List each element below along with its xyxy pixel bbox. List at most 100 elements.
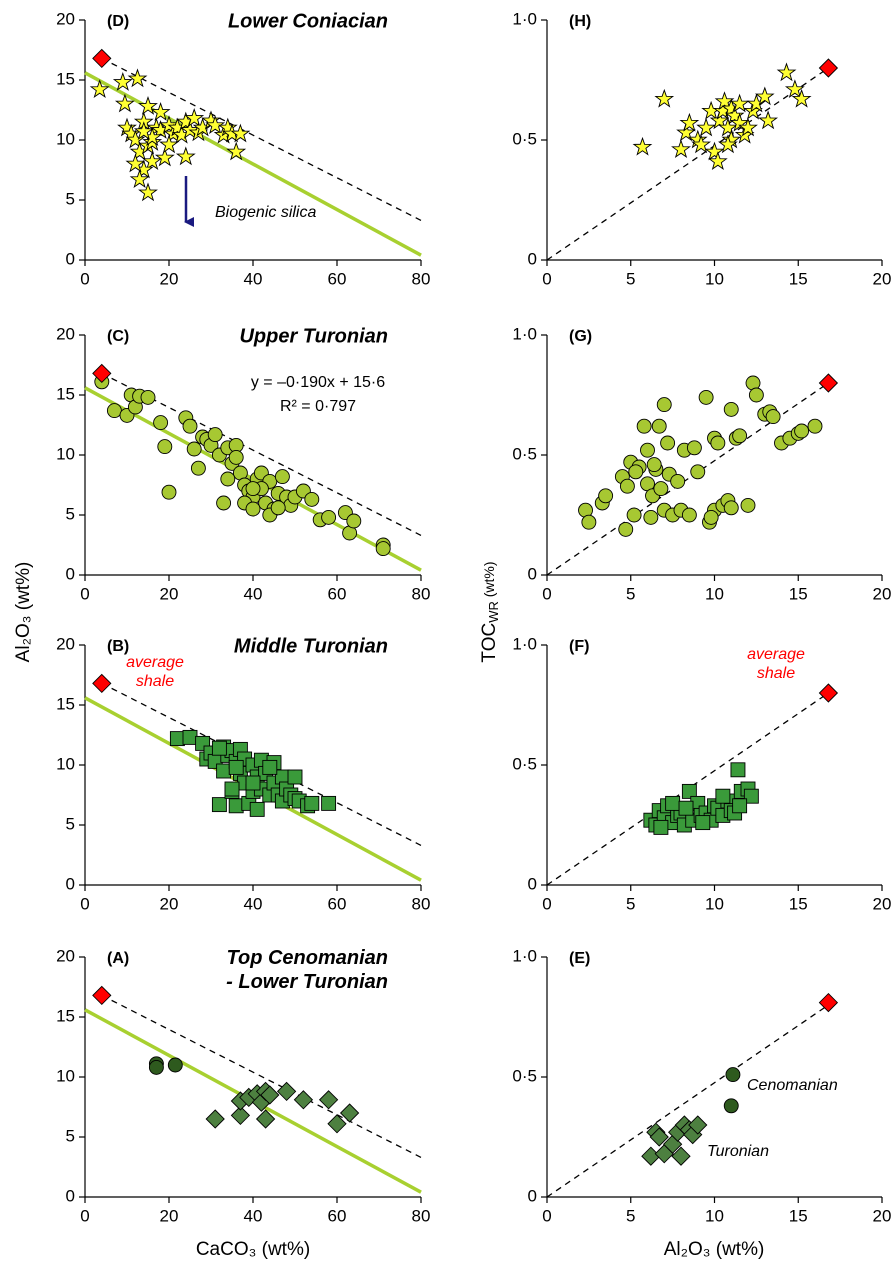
circle-marker: [646, 457, 662, 473]
y-tick-label: 0·5: [512, 1066, 537, 1085]
x-tick-label: 15: [789, 894, 808, 913]
annotation: Cenomanian: [747, 1077, 838, 1094]
circle-marker: [698, 389, 714, 405]
diamond-marker: [92, 673, 112, 694]
star-marker: [729, 93, 750, 113]
square-marker: [653, 819, 669, 835]
star-marker: [129, 169, 150, 189]
y-tick-label: 10: [56, 1066, 75, 1085]
star-marker: [226, 141, 247, 161]
square-marker: [730, 762, 746, 778]
circle-marker: [161, 484, 177, 500]
star-marker: [754, 86, 775, 106]
y-tick-label: 0: [66, 874, 75, 893]
x-axis-label: Al₂O₃ (wt%): [664, 1239, 765, 1260]
annotation: Biogenic silica: [215, 204, 316, 221]
star-marker: [125, 129, 146, 149]
circle-marker: [148, 1059, 164, 1075]
x-tick-label: 20: [160, 1206, 179, 1225]
mixing-line: [101, 994, 422, 1158]
x-tick-label: 10: [705, 584, 724, 603]
y-tick-label: 1·0: [512, 634, 537, 653]
x-tick-label: 10: [705, 269, 724, 288]
x-tick-label: 20: [160, 584, 179, 603]
panel-label: (E): [569, 950, 590, 967]
y-tick-label: 20: [56, 9, 75, 28]
circle-marker: [619, 478, 635, 494]
diamond-marker: [818, 373, 839, 393]
circle-marker: [723, 500, 739, 516]
circle-marker: [643, 509, 659, 525]
circle-marker: [653, 481, 669, 497]
diamond-marker: [92, 48, 112, 69]
circle-marker: [640, 442, 655, 458]
star-marker: [791, 88, 812, 108]
circle-marker: [651, 418, 667, 434]
star-marker: [704, 141, 725, 161]
y-tick-label: 15: [56, 694, 75, 713]
square-marker: [228, 759, 244, 775]
diamond-marker: [671, 1146, 691, 1166]
circle-marker: [274, 469, 290, 485]
x-tick-label: 60: [328, 894, 347, 913]
x-tick-label: 15: [789, 1206, 808, 1225]
panel-title: Upper Turonian: [239, 325, 388, 347]
y-tick-label: 10: [56, 129, 75, 148]
circle-marker: [703, 509, 719, 525]
label-subscript: WR: [486, 601, 501, 623]
y-axis-label: Al₂O₃ (wt%): [13, 562, 34, 663]
circle-marker: [710, 435, 726, 451]
x-tick-label: 40: [244, 894, 263, 913]
square-marker: [211, 740, 227, 756]
square-marker: [211, 797, 227, 813]
square-marker: [321, 795, 337, 811]
annotation: average shale: [126, 654, 184, 690]
circle-marker: [740, 497, 756, 513]
x-tick-label: 60: [328, 269, 347, 288]
x-tick-label: 80: [412, 894, 431, 913]
circle-marker: [245, 501, 261, 517]
circle-marker: [626, 507, 642, 523]
star-marker: [138, 182, 158, 202]
y-tick-label: 5: [66, 1126, 75, 1145]
star-marker: [671, 139, 691, 159]
circle-marker: [140, 389, 156, 405]
circle-marker: [690, 464, 706, 480]
diamond-marker: [260, 1085, 280, 1105]
x-axis-label: CaCO₃ (wt%): [196, 1239, 310, 1260]
y-tick-label: 0·5: [512, 129, 537, 148]
star-marker: [125, 153, 146, 173]
square-marker: [224, 781, 240, 797]
annotation-line: shale: [757, 665, 795, 682]
square-marker: [665, 795, 681, 811]
circle-marker: [656, 397, 672, 413]
square-marker: [695, 815, 711, 831]
y-tick-label: 0: [528, 874, 537, 893]
mixing-line: [101, 372, 422, 536]
star-marker: [724, 105, 745, 125]
star-marker: [133, 121, 154, 141]
square-marker: [287, 769, 303, 785]
x-tick-label: 5: [626, 1206, 635, 1225]
x-tick-label: 5: [626, 269, 635, 288]
star-marker: [676, 122, 696, 142]
circle-marker: [216, 495, 232, 511]
y-tick-label: 10: [56, 444, 75, 463]
circle-marker: [732, 428, 748, 444]
mixing-line: [101, 57, 422, 221]
star-marker: [127, 68, 148, 88]
diamond-marker: [276, 1081, 297, 1102]
x-tick-label: 40: [244, 584, 263, 603]
circle-marker: [748, 387, 764, 403]
circle-marker: [670, 473, 686, 489]
x-tick-label: 0: [80, 894, 89, 913]
diamond-marker: [649, 1127, 669, 1147]
diamond-marker: [255, 1109, 276, 1129]
diamond-marker: [92, 985, 112, 1006]
star-marker: [89, 79, 110, 99]
y-tick-label: 0: [528, 249, 537, 268]
panel-title-line: Top Cenomanian: [227, 947, 388, 969]
star-marker: [758, 110, 779, 130]
y-tick-label: 0: [528, 564, 537, 583]
